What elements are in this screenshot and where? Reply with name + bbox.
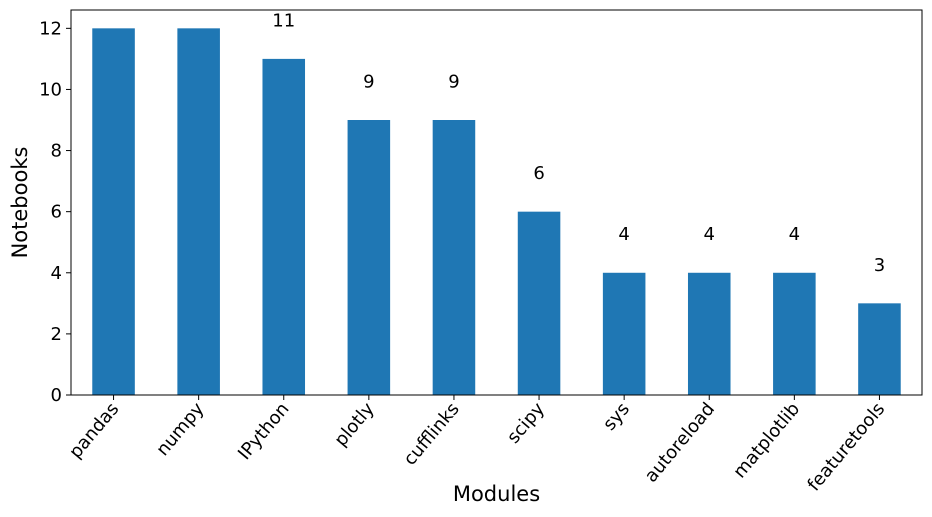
bar-autoreload [687,272,731,395]
data-label-featuretools: 3 [874,255,885,276]
x-tick-label-featuretools: featuretools [803,399,889,496]
bar-sys [602,272,646,395]
bar-featuretools [858,303,901,395]
y-tick-label: 12 [39,18,62,39]
y-axis-title: Notebooks [8,147,32,259]
data-label-sys: 4 [618,224,629,245]
bars-layer [92,28,901,396]
data-label-scipy: 6 [533,163,544,184]
y-tick-label: 10 [39,79,62,100]
data-label-matplotlib: 4 [789,224,800,245]
x-tick-label-matplotlib: matplotlib [729,399,804,483]
data-label-plotly: 9 [363,71,374,92]
bar-matplotlib [773,272,816,395]
x-tick-label-autoreload: autoreload [641,399,719,487]
x-tick-label-plotly: plotly [330,398,379,450]
data-label-autoreload: 4 [704,224,715,245]
y-tick-label: 8 [51,141,62,162]
data-label-cufflinks: 9 [448,71,459,92]
x-axis-title: Modules [453,482,540,506]
x-tick-label-IPython: IPython [234,399,294,464]
y-axis: 0 2 4 6 8 10 12 [39,18,71,406]
x-tick-label-sys: sys [599,399,634,435]
data-labels-layer: 11 9 9 6 4 4 4 3 [272,10,885,275]
plot-frame [70,9,923,396]
x-tick-label-scipy: scipy [503,398,549,447]
y-tick-label: 2 [51,324,62,345]
x-tick-label-cufflinks: cufflinks [400,399,464,470]
x-axis: pandas numpy IPython plotly cufflinks scipy sy… [65,395,889,495]
bar-pandas [92,28,135,395]
y-tick-label: 6 [51,202,62,223]
bar-cufflinks [432,120,476,395]
bar-plotly [347,120,391,395]
bar-IPython [262,58,306,396]
bar-scipy [517,211,561,395]
bar-numpy [177,28,220,395]
x-tick-label-pandas: pandas [65,399,123,463]
y-tick-label: 0 [51,385,62,406]
x-tick-label-numpy: numpy [152,398,208,460]
data-label-IPython: 11 [272,10,295,31]
y-tick-label: 4 [51,263,62,284]
